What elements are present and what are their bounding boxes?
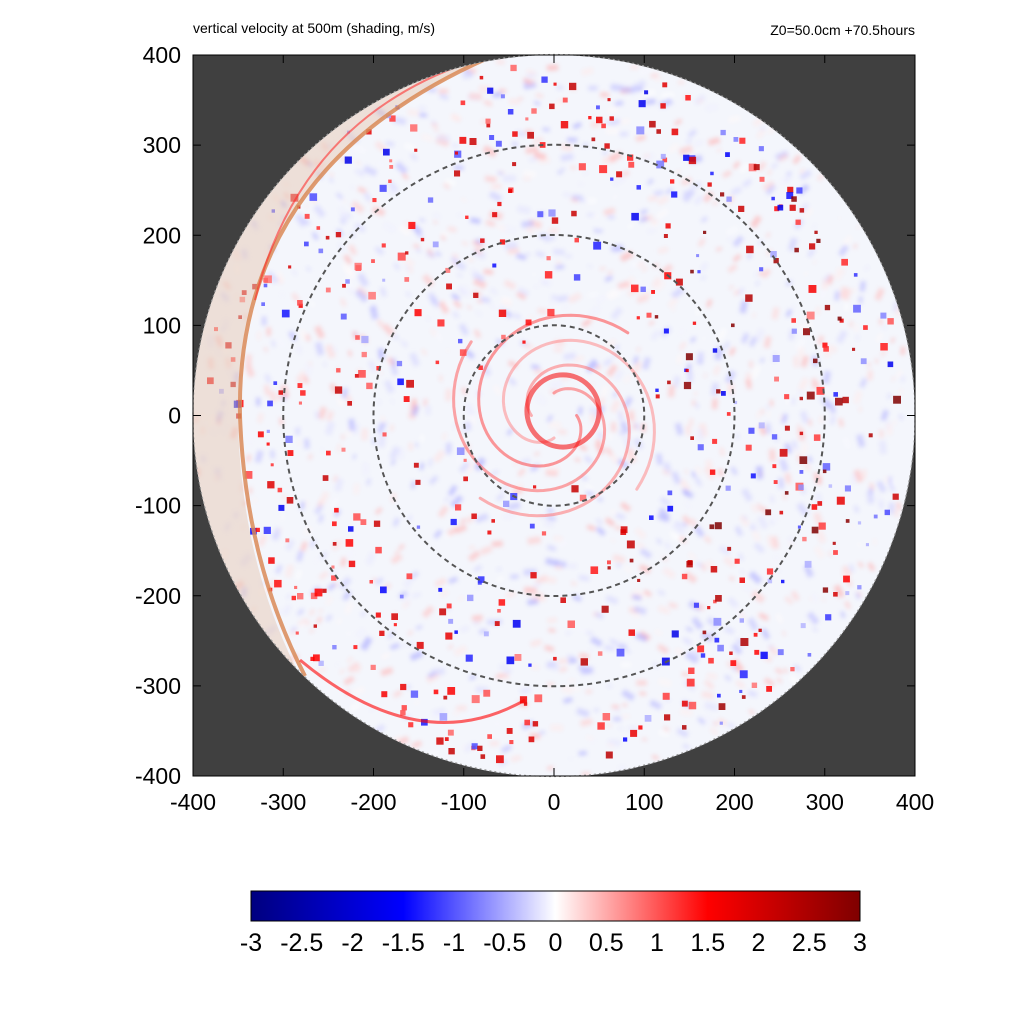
colorbar-tick-label: -2.5 (280, 929, 323, 957)
y-tick-label: -200 (135, 583, 181, 609)
y-tick-label: -400 (135, 763, 181, 789)
y-tick-label: 100 (143, 312, 181, 338)
colorbar-tick-label: 1.5 (690, 929, 725, 957)
x-tick-label: -100 (441, 789, 487, 815)
x-axis: -400 -300 -200 -100 0 100 200 300 400 (170, 55, 934, 815)
velocity-field (193, 56, 906, 776)
colorbar-tick-label: -0.5 (483, 929, 526, 957)
x-tick-label: -400 (170, 789, 216, 815)
reference-circle (372, 234, 736, 597)
x-tick-label: 400 (896, 789, 934, 815)
y-tick-label: 0 (168, 403, 181, 429)
x-tick-label: 0 (548, 789, 561, 815)
colorbar: -3 -2.5 -2 -1.5 -1 -0.5 0 0.5 1 1.5 2 2.5 3 (240, 890, 867, 957)
x-tick-label: 300 (806, 789, 844, 815)
colorbar-tick-label: -3 (240, 929, 262, 957)
reference-circle (282, 143, 826, 688)
western-boundary-band (193, 56, 526, 724)
colorbar-tick-label: -2 (341, 929, 363, 957)
y-tick-label: -100 (135, 493, 181, 519)
x-tick-label: -200 (350, 789, 396, 815)
x-tick-label: 100 (625, 789, 663, 815)
model-domain (193, 55, 915, 776)
colorbar-ticks: -3 -2.5 -2 -1.5 -1 -0.5 0 0.5 1 1.5 2 2.5 3 (240, 929, 867, 957)
eyewall (524, 372, 602, 450)
x-tick-label: 200 (715, 789, 753, 815)
colorbar-tick-label: -1.5 (382, 929, 425, 957)
chart-annotation: Z0=50.0cm +70.5hours (770, 22, 915, 38)
y-axis: -400 -300 -200 -100 0 100 200 300 400 (135, 42, 915, 789)
plot-area (192, 53, 916, 778)
y-tick-label: 200 (143, 222, 181, 248)
chart-title: vertical velocity at 500m (shading, m/s) (193, 20, 435, 36)
colorbar-tick-label: 0.5 (589, 929, 624, 957)
colorbar-tick-label: -1 (443, 929, 465, 957)
reference-circle (462, 324, 646, 507)
colorbar-tick-label: 2 (752, 929, 766, 957)
colorbar-tick-label: 1 (650, 929, 664, 957)
colorbar-tick-label: 2.5 (792, 929, 827, 957)
y-tick-label: 300 (143, 132, 181, 158)
colorbar-tick-label: 0 (549, 929, 563, 957)
convective-cells (207, 64, 901, 764)
y-tick-label: -300 (135, 673, 181, 699)
colorbar-tick-label: 3 (853, 929, 867, 957)
y-tick-label: 400 (143, 42, 181, 68)
x-tick-label: -300 (260, 789, 306, 815)
colorbar-bar (250, 890, 861, 922)
field-background-texture (193, 59, 906, 776)
